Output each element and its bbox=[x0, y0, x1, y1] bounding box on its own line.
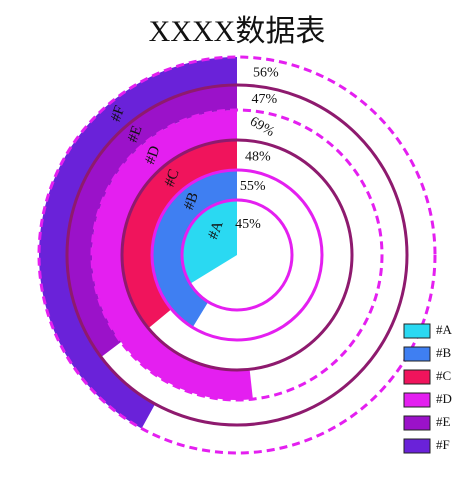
bar bbox=[67, 85, 238, 358]
bar-name-label: #C bbox=[162, 167, 183, 189]
ring-outline bbox=[150, 168, 324, 342]
ring-outline bbox=[90, 108, 384, 402]
ring-outline bbox=[180, 198, 294, 312]
bar bbox=[91, 109, 253, 400]
bar-name-label: #B bbox=[181, 190, 202, 212]
bar-name-label: #A bbox=[205, 219, 226, 242]
legend-label: #B bbox=[436, 345, 452, 360]
bar bbox=[151, 170, 237, 328]
legend-label: #E bbox=[436, 414, 451, 429]
bar bbox=[38, 57, 237, 429]
bar-name-label: #F bbox=[108, 104, 128, 124]
value-label: 55% bbox=[240, 179, 266, 194]
value-label: 69% bbox=[247, 114, 277, 140]
value-label: 48% bbox=[245, 149, 271, 164]
value-label: 45% bbox=[235, 217, 261, 232]
legend-swatch bbox=[403, 392, 431, 408]
legend-swatch bbox=[403, 438, 431, 454]
legend-label: #F bbox=[436, 437, 450, 452]
legend-swatch bbox=[403, 323, 431, 339]
ring-outline bbox=[65, 83, 409, 427]
bar-name-label: #E bbox=[125, 124, 146, 145]
legend-label: #C bbox=[436, 368, 451, 383]
value-label: 56% bbox=[253, 65, 279, 80]
legend-swatch bbox=[403, 369, 431, 385]
value-label: 47% bbox=[252, 92, 278, 107]
chart-title: XXXX数据表 bbox=[149, 15, 326, 48]
legend-swatch bbox=[403, 415, 431, 431]
ring-outline bbox=[37, 55, 437, 455]
bar-name-label: #D bbox=[142, 144, 163, 167]
legend-swatch bbox=[403, 346, 431, 362]
bar bbox=[122, 140, 237, 329]
legend-label: #D bbox=[436, 391, 452, 406]
legend-label: #A bbox=[436, 322, 453, 337]
bar bbox=[181, 200, 237, 284]
ring-outline bbox=[120, 138, 354, 372]
